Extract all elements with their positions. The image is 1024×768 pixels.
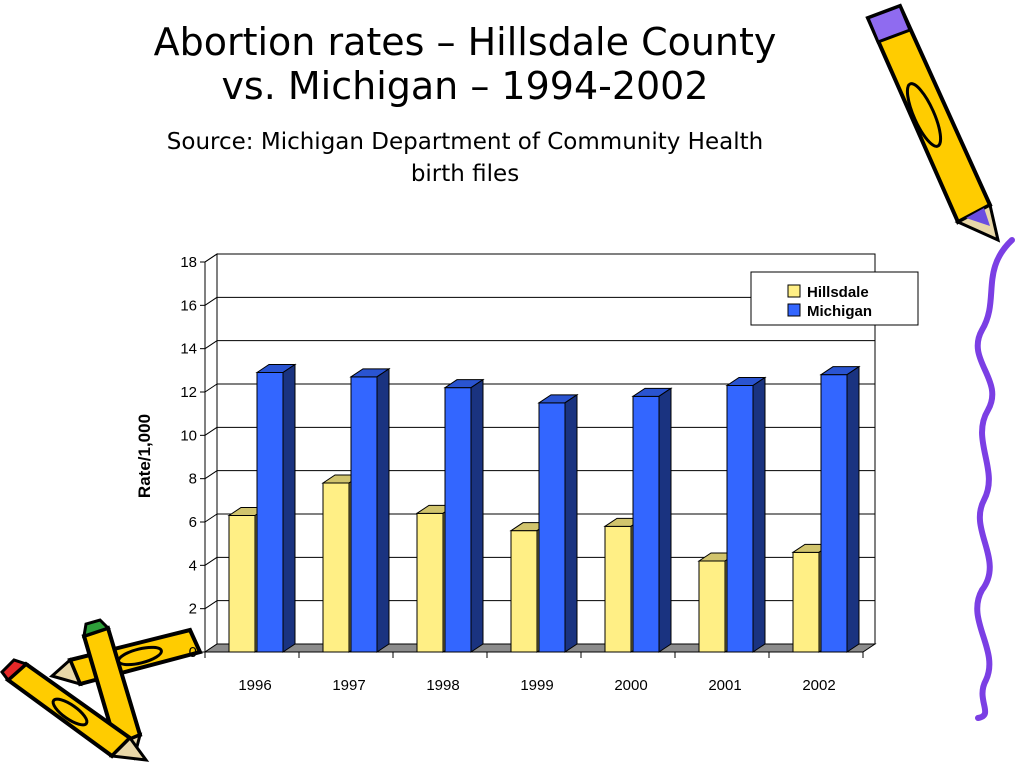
bar-front — [417, 513, 443, 652]
bar-front — [323, 483, 349, 652]
y-tick-label: 2 — [189, 601, 197, 618]
legend-label-michigan: Michigan — [807, 303, 872, 320]
bar-side — [283, 365, 295, 653]
bar-michigan-2002 — [821, 367, 859, 652]
x-tick-label: 2000 — [614, 677, 647, 694]
bar-side — [659, 388, 671, 652]
bar-front — [633, 396, 659, 652]
legend-swatch-michigan — [788, 304, 800, 316]
side-wall — [205, 254, 217, 652]
legend: Hillsdale Michigan — [751, 272, 918, 325]
bar-front — [539, 403, 565, 652]
bar-side — [565, 395, 577, 652]
bar-front — [511, 531, 537, 652]
x-tick-label: 1997 — [332, 677, 365, 694]
bar-michigan-2000 — [633, 388, 671, 652]
y-tick-label: 0 — [189, 644, 197, 661]
bar-side — [847, 367, 859, 652]
y-tick-label: 10 — [180, 427, 197, 444]
y-tick-label: 8 — [189, 471, 197, 488]
y-tick-label: 12 — [180, 384, 197, 401]
bar-side — [471, 380, 483, 652]
x-tick-label: 1999 — [520, 677, 553, 694]
bar-michigan-1997 — [351, 369, 389, 652]
y-tick-label: 4 — [189, 557, 197, 574]
y-tick-label: 14 — [180, 341, 197, 358]
bar-michigan-1999 — [539, 395, 577, 652]
bar-chart: 0 2 4 6 8 10 12 14 16 18 1996 1997 1998 1999 2000 2001 2… — [0, 0, 1024, 768]
y-axis-label: Rate/1,000 — [135, 414, 154, 498]
bar-front — [605, 526, 631, 652]
bar-front — [351, 377, 377, 652]
y-tick-label: 18 — [180, 254, 197, 271]
bar-front — [257, 373, 283, 653]
bar-michigan-2001 — [727, 378, 765, 653]
bar-front — [793, 552, 819, 652]
x-tick-label: 1996 — [238, 677, 271, 694]
bar-side — [377, 369, 389, 652]
x-tick-label: 2001 — [708, 677, 741, 694]
bar-michigan-1996 — [257, 365, 295, 653]
y-tick-label: 16 — [180, 297, 197, 314]
bar-front — [229, 516, 255, 653]
bar-front — [727, 386, 753, 653]
x-tick-label: 1998 — [426, 677, 459, 694]
bar-front — [699, 561, 725, 652]
x-tick-label: 2002 — [802, 677, 835, 694]
bar-front — [445, 388, 471, 652]
bar-side — [753, 378, 765, 653]
y-tick-label: 6 — [189, 514, 197, 531]
legend-label-hillsdale: Hillsdale — [807, 284, 869, 301]
bar-michigan-1998 — [445, 380, 483, 652]
legend-swatch-hillsdale — [788, 285, 800, 297]
bar-front — [821, 375, 847, 652]
